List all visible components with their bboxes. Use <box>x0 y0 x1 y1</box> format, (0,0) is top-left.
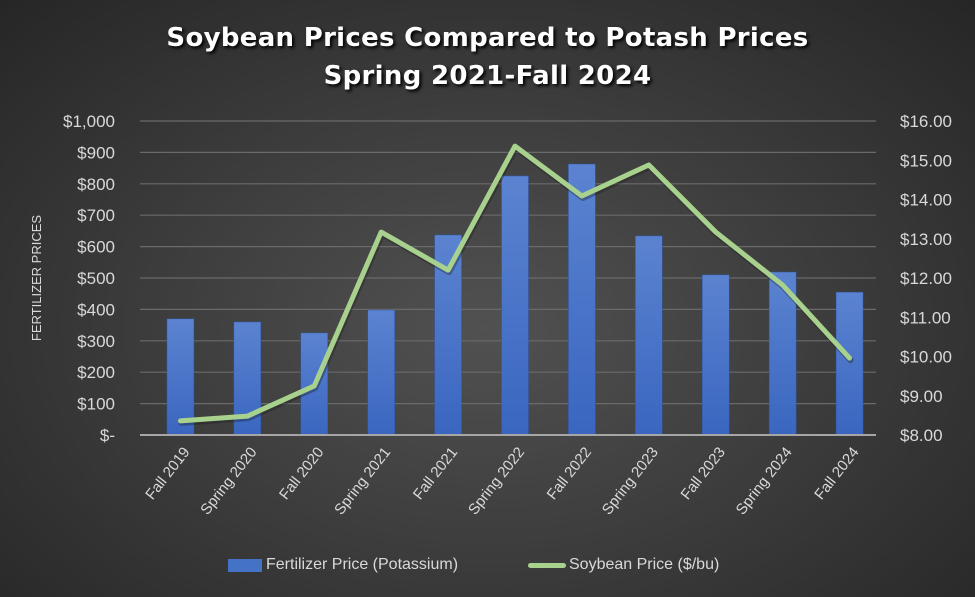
line-swatch-icon <box>528 562 566 568</box>
right-axis-tick: $8.00 <box>900 426 943 445</box>
x-axis-tick: Fall 2024 <box>811 444 862 503</box>
left-axis-tick: $300 <box>77 332 115 351</box>
right-axis-tick: $16.00 <box>900 112 952 131</box>
x-axis-tick: Fall 2022 <box>544 444 595 503</box>
left-axis-tick: $100 <box>77 395 115 414</box>
left-axis-tick: $500 <box>77 269 115 288</box>
legend-label-fertilizer: Fertilizer Price (Potassium) <box>266 556 459 573</box>
bar-6 <box>568 163 596 436</box>
bar-10 <box>835 291 864 436</box>
bar-7 <box>635 235 663 436</box>
soybean-line <box>177 143 853 424</box>
bar-0 <box>166 318 195 436</box>
y-axis-label: FERTILIZER PRICES <box>29 215 44 342</box>
x-axis-tick: Fall 2020 <box>276 444 327 503</box>
bar-swatch-icon <box>228 558 262 572</box>
x-axis-tick: Fall 2021 <box>410 444 461 503</box>
legend-label-soybean: Soybean Price ($/bu) <box>569 556 720 573</box>
x-axis-tick: Spring 2021 <box>331 444 394 518</box>
x-axis-tick: Fall 2019 <box>142 444 193 503</box>
right-axis-tick: $14.00 <box>900 191 952 210</box>
right-axis-tick: $11.00 <box>900 308 951 327</box>
x-axis-tick: Spring 2022 <box>465 444 528 518</box>
right-axis-tick: $10.00 <box>900 348 952 367</box>
left-axis-tick: $600 <box>77 238 115 257</box>
chart-title: Soybean Prices Compared to Potash Prices <box>166 23 809 53</box>
legend-item-fertilizer: Fertilizer Price (Potassium) <box>228 556 458 574</box>
x-axis-tick: Spring 2024 <box>733 444 796 518</box>
left-axis-tick: $400 <box>77 300 115 319</box>
bar-9 <box>768 271 797 436</box>
bar-5 <box>501 175 529 436</box>
left-axis-tick: $800 <box>77 175 115 194</box>
bar-8 <box>701 274 730 436</box>
bar-3 <box>367 309 395 436</box>
right-axis-tick: $15.00 <box>900 151 952 170</box>
left-axis-tick: $1,000 <box>63 112 115 131</box>
legend: Fertilizer Price (Potassium) Soybean Pri… <box>0 556 975 580</box>
x-axis-tick: Spring 2020 <box>197 444 260 518</box>
right-axis-tick: $9.00 <box>900 387 943 406</box>
left-axis-tick: $- <box>100 426 115 445</box>
x-axis-tick: Spring 2023 <box>599 444 662 518</box>
left-axis-tick: $700 <box>77 206 115 225</box>
x-axis-tick: Fall 2023 <box>677 444 728 503</box>
right-axis-tick: $12.00 <box>900 269 952 288</box>
left-axis-tick: $900 <box>77 143 115 162</box>
left-axis-tick: $200 <box>77 363 115 382</box>
chart-subtitle: Spring 2021-Fall 2024 <box>323 61 652 91</box>
right-axis-tick: $13.00 <box>900 230 952 249</box>
legend-item-soybean: Soybean Price ($/bu) <box>528 556 719 574</box>
